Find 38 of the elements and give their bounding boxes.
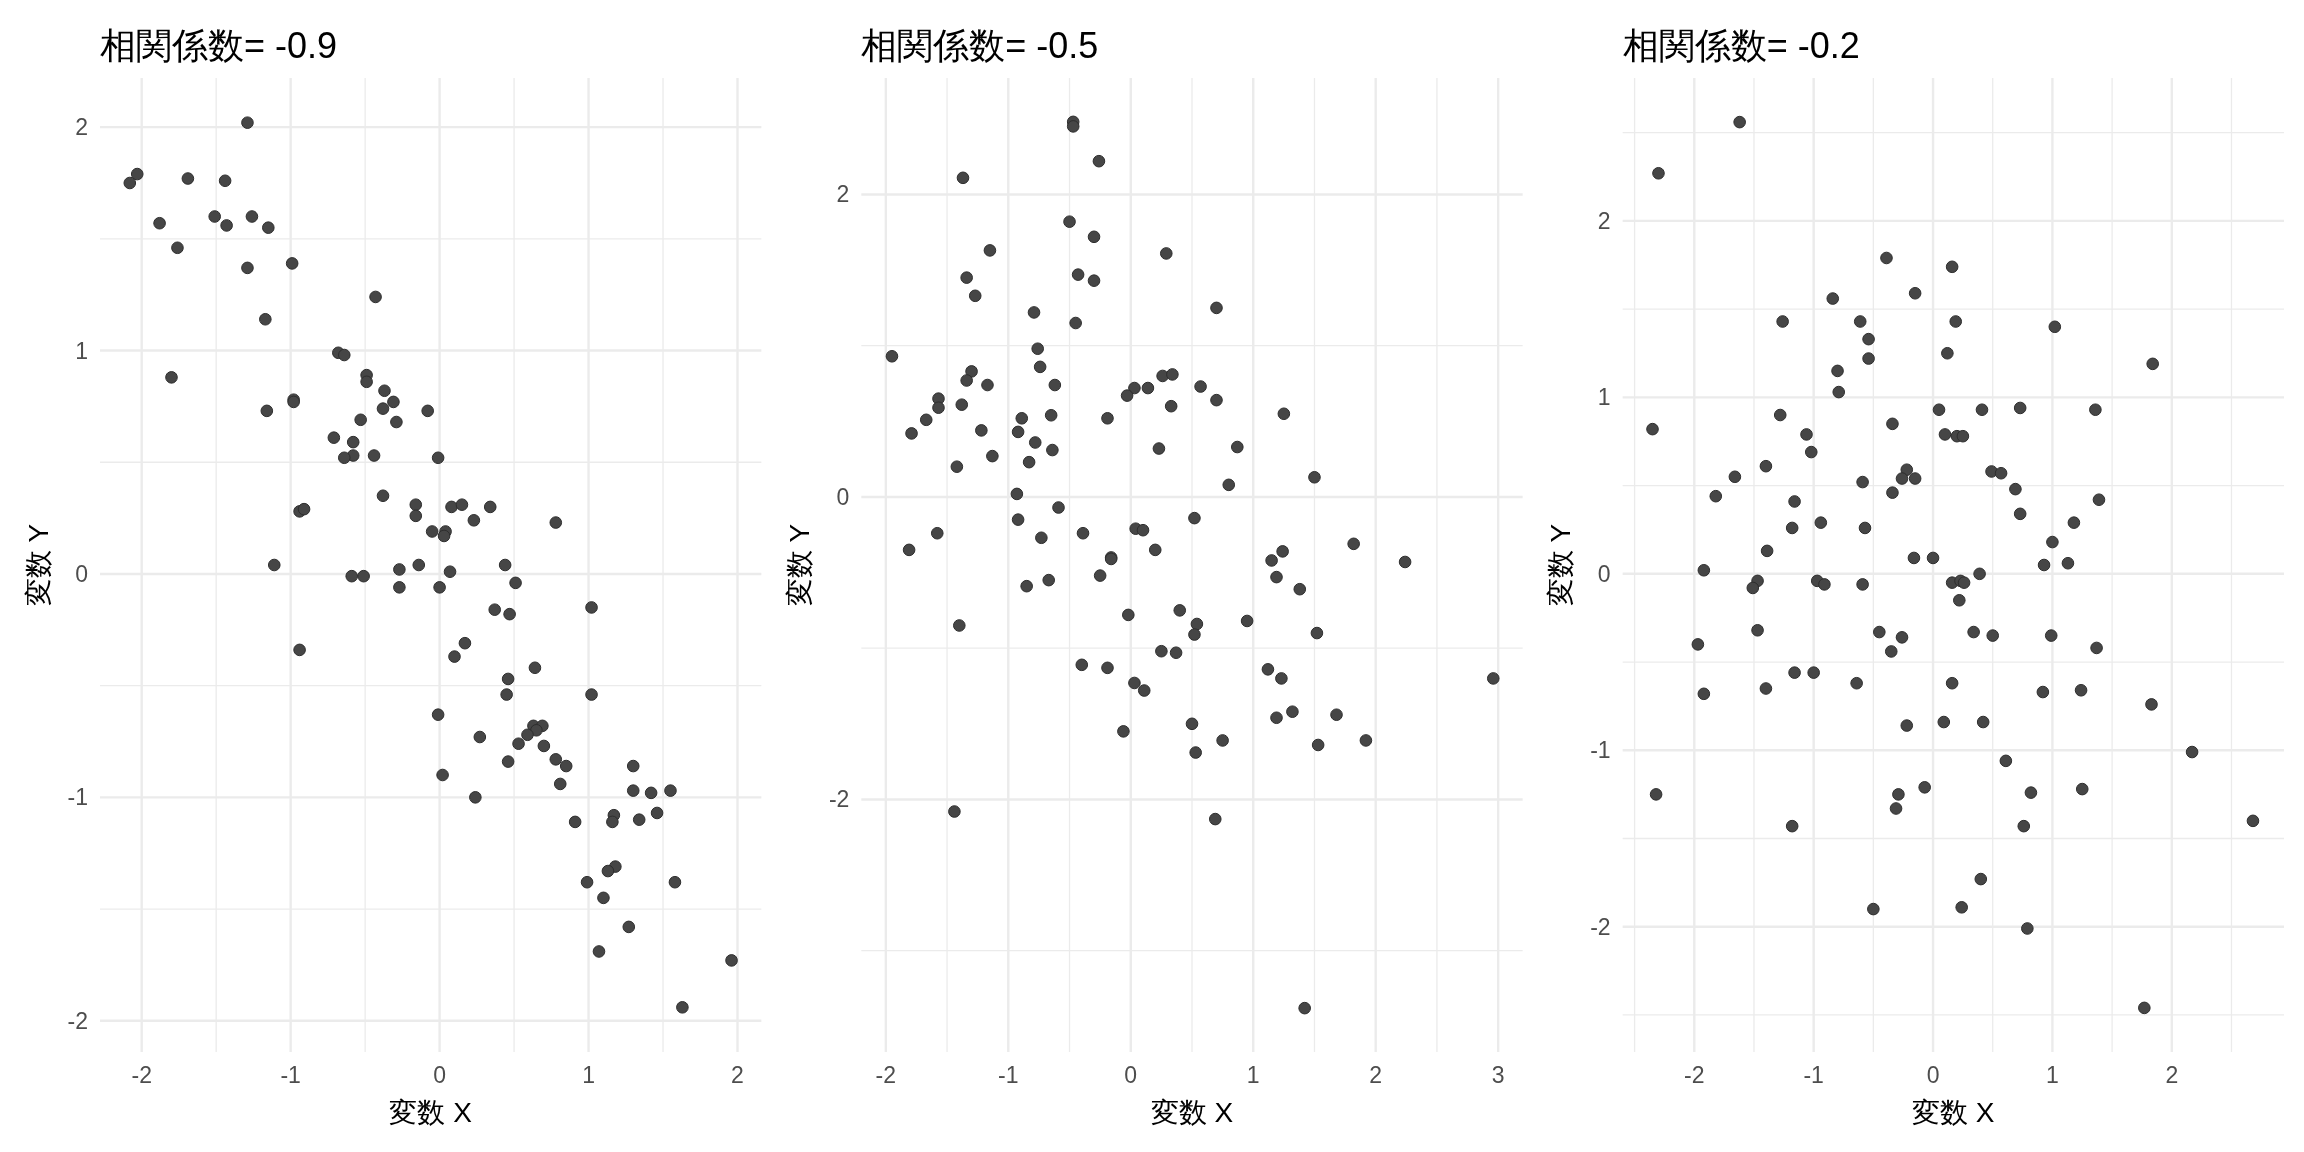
x-tick-label: -1: [280, 1062, 301, 1088]
x-tick-label: 0: [433, 1062, 446, 1088]
y-tick-label: -2: [1590, 913, 1611, 940]
x-tick-label: -2: [131, 1062, 152, 1088]
y-tick-label: 1: [1597, 384, 1611, 411]
y-axis-title: 変数 Y: [783, 523, 815, 607]
x-tick-label: -2: [875, 1062, 897, 1088]
x-tick-label: 2: [1369, 1062, 1383, 1088]
x-tick-label: 2: [2165, 1062, 2179, 1088]
x-tick-label: -1: [1803, 1062, 1824, 1088]
x-tick-label: 2: [731, 1062, 744, 1088]
y-tick-label: 2: [75, 114, 88, 141]
chart-title: 相関係数= -0.5: [861, 25, 1099, 66]
y-axis-title: 変数 Y: [1545, 523, 1577, 607]
x-axis-title: 変数 X: [1150, 1097, 1234, 1128]
x-tick-label: 3: [1491, 1062, 1505, 1088]
y-tick-label: 2: [836, 181, 850, 208]
y-tick-label: 0: [75, 560, 88, 587]
x-tick-label: 0: [1124, 1062, 1138, 1088]
y-tick-label: 0: [1597, 560, 1611, 587]
x-tick-label: -1: [998, 1062, 1019, 1088]
y-axis-title: 変数 Y: [22, 523, 54, 607]
x-tick-label: 1: [2046, 1062, 2059, 1088]
x-tick-label: 1: [1246, 1062, 1260, 1088]
x-tick-label: 0: [1926, 1062, 1940, 1088]
x-tick-label: -2: [1684, 1062, 1705, 1088]
y-tick-label: -1: [1590, 737, 1611, 764]
y-tick-label: 2: [1597, 207, 1611, 234]
x-axis-title: 変数 X: [1912, 1097, 1995, 1128]
chart-title: 相関係数= -0.2: [1622, 25, 1860, 66]
y-tick-label: 0: [836, 483, 850, 510]
x-tick-label: 1: [582, 1062, 595, 1088]
chart-title: 相関係数= -0.9: [100, 25, 338, 66]
y-tick-label: 1: [75, 337, 88, 364]
y-tick-label: -2: [67, 1007, 88, 1034]
y-tick-label: -1: [67, 784, 88, 811]
y-tick-label: -2: [828, 786, 850, 813]
x-axis-title: 変数 X: [389, 1097, 473, 1128]
